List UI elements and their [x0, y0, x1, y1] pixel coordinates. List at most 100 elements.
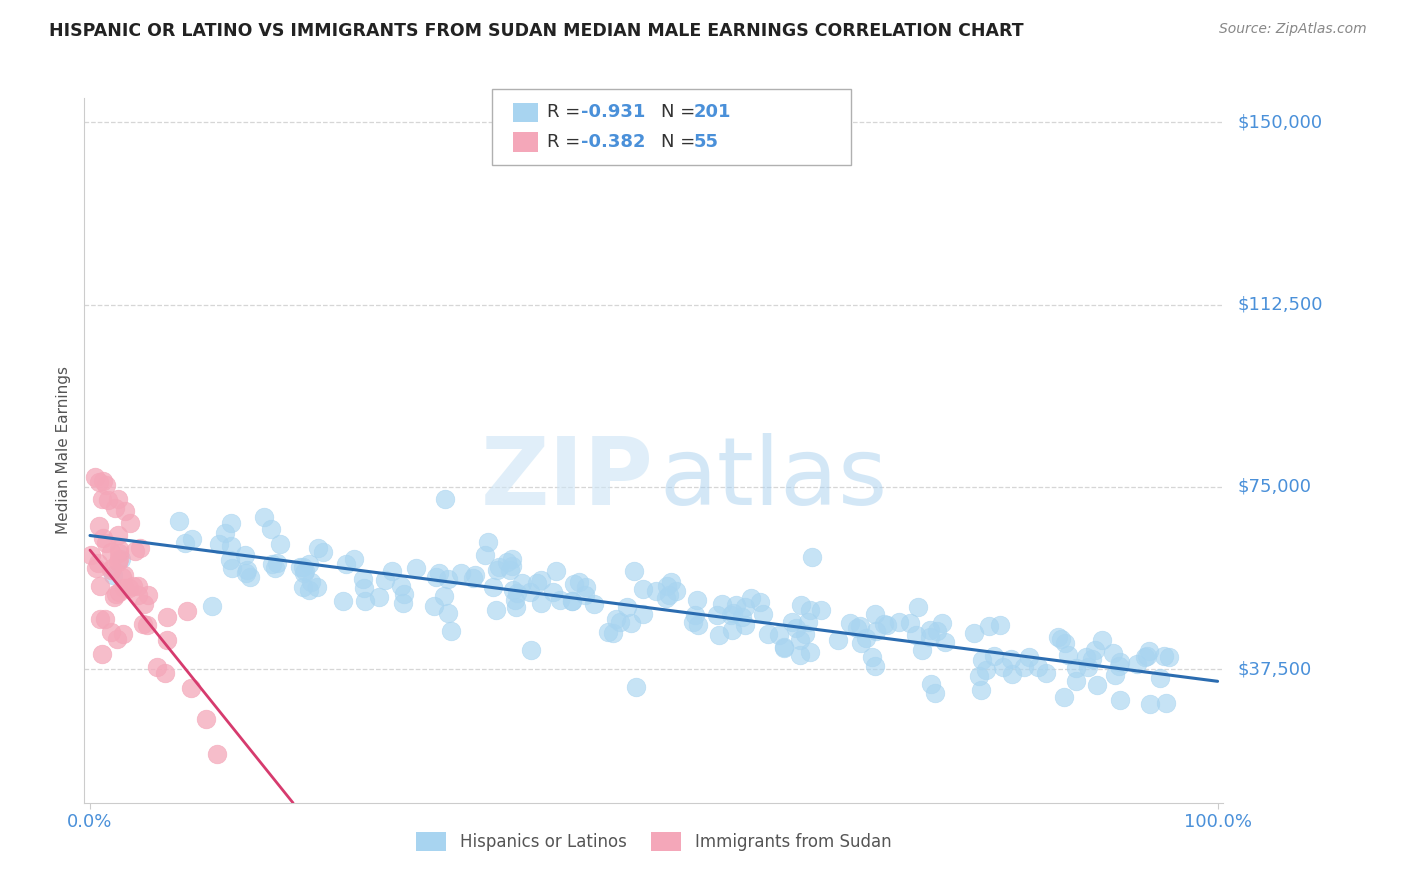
Point	[107, 528, 129, 542]
Point	[631, 607, 654, 621]
Point	[94, 612, 117, 626]
Point	[810, 603, 832, 617]
Text: $37,500: $37,500	[1237, 660, 1312, 678]
Point	[918, 630, 941, 644]
Text: $75,000: $75,000	[1237, 478, 1312, 496]
Point	[934, 635, 956, 649]
Text: R =: R =	[547, 103, 586, 121]
Point	[1157, 649, 1180, 664]
Point	[623, 564, 645, 578]
Point	[298, 582, 321, 597]
Point	[307, 580, 329, 594]
Point	[1012, 660, 1035, 674]
Point	[105, 632, 128, 646]
Point	[136, 588, 159, 602]
Point	[967, 669, 990, 683]
Point	[488, 559, 510, 574]
Point	[731, 609, 754, 624]
Point	[111, 570, 134, 584]
Point	[253, 510, 276, 524]
Point	[838, 616, 860, 631]
Point	[751, 607, 773, 621]
Point	[263, 561, 285, 575]
Point	[298, 558, 321, 572]
Point	[292, 560, 315, 574]
Point	[562, 577, 585, 591]
Point	[87, 475, 110, 490]
Text: $112,500: $112,500	[1237, 295, 1323, 314]
Point	[112, 581, 135, 595]
Point	[146, 659, 169, 673]
Y-axis label: Median Male Earnings: Median Male Earnings	[56, 367, 72, 534]
Point	[1139, 697, 1161, 711]
Point	[721, 623, 744, 637]
Point	[89, 579, 111, 593]
Point	[114, 503, 136, 517]
Point	[474, 548, 496, 562]
Point	[1149, 671, 1171, 685]
Point	[785, 621, 807, 635]
Point	[711, 598, 734, 612]
Point	[91, 531, 114, 545]
Point	[269, 537, 291, 551]
Point	[156, 609, 179, 624]
Point	[898, 616, 921, 631]
Text: atlas: atlas	[659, 433, 887, 524]
Point	[87, 556, 110, 570]
Point	[486, 563, 509, 577]
Point	[477, 534, 499, 549]
Point	[221, 539, 243, 553]
Point	[335, 558, 357, 572]
Point	[1057, 648, 1080, 663]
Point	[887, 615, 910, 630]
Text: R =: R =	[547, 133, 586, 151]
Point	[1081, 652, 1104, 666]
Point	[526, 576, 548, 591]
Point	[423, 599, 446, 613]
Point	[484, 603, 506, 617]
Point	[180, 532, 202, 546]
Point	[374, 574, 396, 588]
Point	[94, 478, 117, 492]
Point	[1053, 690, 1076, 704]
Point	[389, 579, 412, 593]
Text: ZIP: ZIP	[481, 433, 654, 524]
Point	[1001, 666, 1024, 681]
Point	[205, 747, 228, 762]
Point	[609, 615, 631, 630]
Point	[706, 608, 728, 623]
Point	[548, 593, 571, 607]
Point	[112, 568, 135, 582]
Point	[993, 659, 1015, 673]
Point	[1137, 643, 1160, 657]
Point	[173, 536, 195, 550]
Text: HISPANIC OR LATINO VS IMMIGRANTS FROM SUDAN MEDIAN MALE EARNINGS CORRELATION CHA: HISPANIC OR LATINO VS IMMIGRANTS FROM SU…	[49, 22, 1024, 40]
Point	[503, 593, 526, 607]
Point	[368, 590, 391, 604]
Point	[616, 599, 638, 614]
Point	[972, 653, 994, 667]
Point	[657, 579, 679, 593]
Point	[110, 552, 132, 566]
Point	[561, 594, 583, 608]
Point	[773, 640, 796, 655]
Point	[645, 583, 668, 598]
Point	[80, 548, 103, 562]
Point	[501, 552, 523, 566]
Point	[962, 625, 984, 640]
Point	[450, 566, 472, 580]
Point	[176, 604, 198, 618]
Point	[865, 624, 887, 639]
Point	[683, 607, 706, 622]
Point	[873, 617, 896, 632]
Point	[924, 685, 946, 699]
Point	[1064, 661, 1087, 675]
Point	[405, 561, 427, 575]
Point	[352, 573, 374, 587]
Point	[983, 648, 1005, 663]
Point	[800, 550, 823, 565]
Point	[863, 607, 886, 622]
Point	[434, 491, 457, 506]
Point	[394, 587, 416, 601]
Text: N =: N =	[661, 133, 700, 151]
